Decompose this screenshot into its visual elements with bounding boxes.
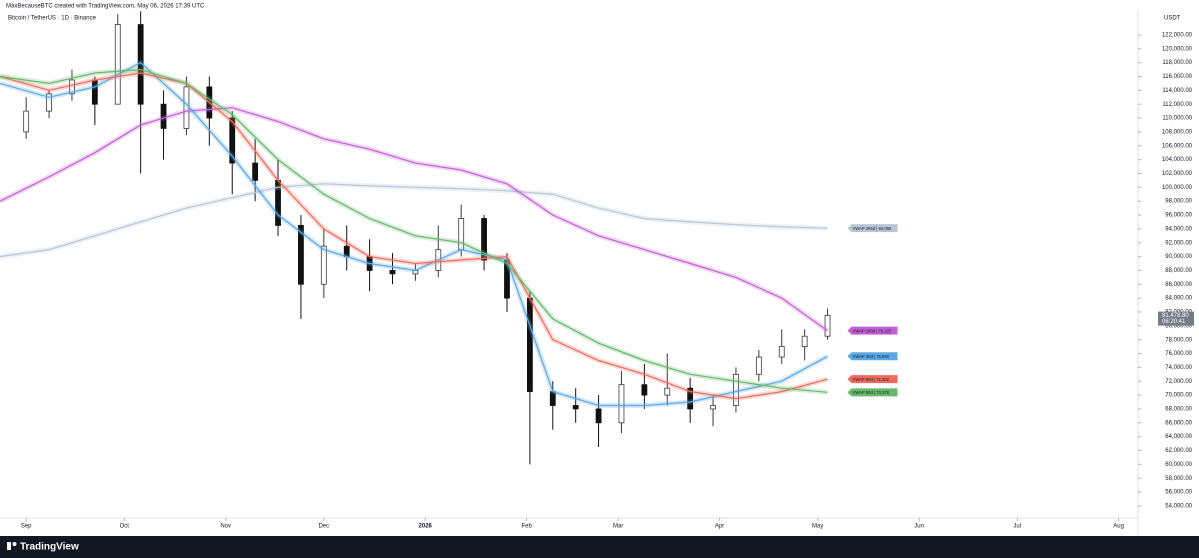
y-tick-label: 86,000.00 <box>1165 282 1192 288</box>
vwap-line <box>0 183 828 258</box>
logo-mark <box>7 542 11 550</box>
last-price-box <box>1158 311 1194 326</box>
vwap-label-box <box>847 388 898 397</box>
countdown: 06:20:41 <box>1162 319 1186 325</box>
y-tick-label: 64,000.00 <box>1165 434 1192 440</box>
y-tick-label: 120,000.00 <box>1162 46 1193 52</box>
y-tick-label: 102,000.00 <box>1162 171 1193 177</box>
candle-body <box>320 245 327 285</box>
vwap-label: VWAP 180d | 79,225 <box>853 328 892 333</box>
vwap-label: VWAP 365d | 94,095 <box>853 226 892 231</box>
y-tick-label: 122,000.00 <box>1162 33 1193 39</box>
y-tick-label: 88,000.00 <box>1165 268 1192 274</box>
candle-body <box>710 405 716 410</box>
candle-body <box>641 384 648 396</box>
x-tick-label: Jun <box>914 524 924 530</box>
credit: MaxBecauseBTC created with TradingView.c… <box>6 4 205 10</box>
y-tick-label: 74,000.00 <box>1165 365 1192 371</box>
candle-body <box>481 218 487 261</box>
y-tick-label: 92,000.00 <box>1165 240 1192 246</box>
candle-body <box>23 110 30 133</box>
y-tick-label: 78,000.00 <box>1165 337 1192 343</box>
y-tick-label: 116,000.00 <box>1162 74 1192 80</box>
candle-body <box>755 356 762 375</box>
candle-body <box>687 387 694 410</box>
y-tick-label: 84,000.00 <box>1165 296 1192 302</box>
x-tick-label: Feb <box>521 524 532 530</box>
y-tick-label: 112,000.00 <box>1162 102 1192 108</box>
y-tick-label: 118,000.00 <box>1162 60 1192 66</box>
x-tick-label: Sep <box>21 524 32 530</box>
y-tick-label: 76,000.00 <box>1165 351 1192 357</box>
y-tick-label: 72,000.00 <box>1165 379 1192 385</box>
y-tick-label: 94,000.00 <box>1165 226 1192 232</box>
vwap-line <box>0 61 828 407</box>
last-price-label: 81,478.80 <box>1162 313 1189 319</box>
candle-body <box>664 387 671 396</box>
y-tick-label: 108,000.00 <box>1162 129 1193 135</box>
candle-body <box>69 79 75 95</box>
y-tick-label: 56,000.00 <box>1165 490 1192 496</box>
x-tick-label: Nov <box>220 524 231 530</box>
x-tick-label: Dec <box>318 524 329 530</box>
x-tick-label: Oct <box>120 524 130 530</box>
y-tick-label: 100,000.00 <box>1162 185 1193 191</box>
y-tick-label: 96,000.00 <box>1165 213 1192 219</box>
y-tick-label: 104,000.00 <box>1162 157 1193 163</box>
y-tick-label: 66,000.00 <box>1165 420 1192 426</box>
vwap-label-box <box>847 224 898 233</box>
y-tick-label: 68,000.00 <box>1165 407 1192 413</box>
candle-body <box>114 24 121 105</box>
candle-body <box>252 162 259 181</box>
y-tick-label: 54,000.00 <box>1165 503 1192 509</box>
currency: USDT <box>1164 16 1181 22</box>
vwap-label-box <box>847 375 898 384</box>
y-tick-label: 98,000.00 <box>1165 199 1192 205</box>
y-tick-label: 80,000.00 <box>1165 323 1192 329</box>
brand: TradingView <box>20 542 79 553</box>
vwap-label-box <box>847 326 898 335</box>
logo-mark <box>12 542 17 546</box>
x-tick-label: Aug <box>1113 524 1124 530</box>
y-tick-label: 114,000.00 <box>1162 88 1192 94</box>
candle-body <box>526 297 533 393</box>
vwap-label: VWAP 30d | 75,590 <box>853 354 890 359</box>
x-tick-label: Mar <box>613 524 623 530</box>
candle-body <box>733 373 739 406</box>
y-tick-label: 60,000.00 <box>1165 462 1192 468</box>
candle-body <box>389 270 396 275</box>
symbol: Bitcoin / TetherUS · 1D · Binance <box>8 16 97 22</box>
x-tick-label: May <box>812 524 823 530</box>
footer-bar <box>0 536 1199 558</box>
vwap-label: VWAP 60d | 72,302 <box>853 377 890 382</box>
candle-body <box>618 384 625 424</box>
candle-body <box>46 93 52 112</box>
y-tick-label: 70,000.00 <box>1165 393 1192 399</box>
vwap-line <box>0 72 828 400</box>
vwap-line <box>0 68 828 393</box>
y-tick-label: 106,000.00 <box>1162 143 1193 149</box>
candle-body <box>229 117 236 164</box>
candle-body <box>298 225 304 285</box>
x-tick-label: Jul <box>1013 524 1021 530</box>
candle-body <box>572 405 579 410</box>
candle-body <box>160 103 167 129</box>
y-tick-label: 90,000.00 <box>1165 254 1192 260</box>
candle-body <box>595 408 602 424</box>
vwap-label-box <box>847 352 898 361</box>
y-tick-label: 62,000.00 <box>1165 448 1192 454</box>
x-tick-label: Apr <box>715 524 724 530</box>
y-tick-label: 110,000.00 <box>1162 116 1192 122</box>
x-tick-label: 2026 <box>419 524 433 530</box>
candle-body <box>824 315 831 337</box>
y-tick-label: 58,000.00 <box>1165 476 1192 482</box>
vwap-line <box>0 107 828 332</box>
vwap-label: VWAP 90d | 70,378 <box>853 390 890 395</box>
candle-body <box>801 335 808 348</box>
candle-body <box>778 346 785 358</box>
